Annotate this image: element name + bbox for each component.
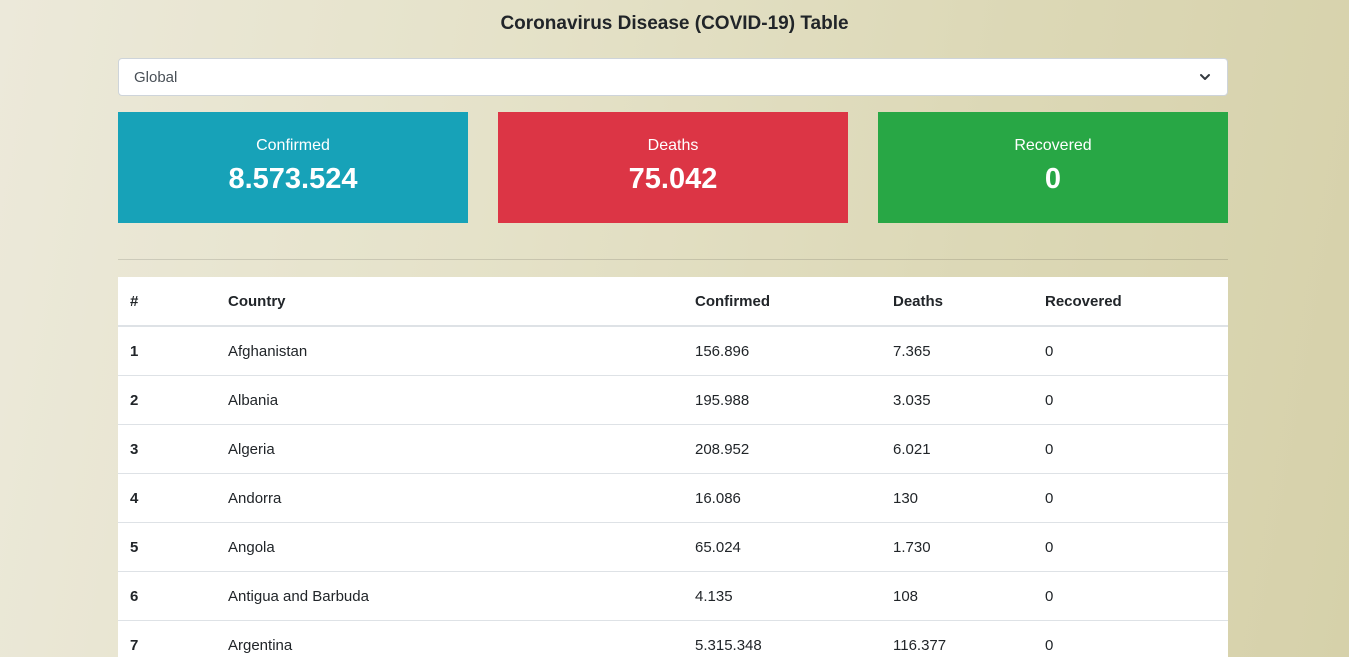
region-select[interactable]: Global — [118, 58, 1228, 96]
row-confirmed: 4.135 — [683, 571, 881, 621]
recovered-card: Recovered 0 — [878, 112, 1228, 223]
table-row: 7 Argentina 5.315.348 116.377 0 — [118, 620, 1228, 657]
header-country: Country — [216, 277, 683, 327]
row-deaths: 130 — [881, 473, 1033, 523]
table-row: 6 Antigua and Barbuda 4.135 108 0 — [118, 571, 1228, 621]
row-recovered: 0 — [1033, 473, 1228, 523]
row-confirmed: 208.952 — [683, 424, 881, 474]
row-index: 5 — [118, 522, 216, 572]
row-recovered: 0 — [1033, 424, 1228, 474]
row-index: 4 — [118, 473, 216, 523]
header-confirmed: Confirmed — [683, 277, 881, 327]
row-recovered: 0 — [1033, 325, 1228, 376]
row-country: Afghanistan — [216, 325, 683, 376]
deaths-card: Deaths 75.042 — [498, 112, 848, 223]
row-recovered: 0 — [1033, 620, 1228, 657]
row-recovered: 0 — [1033, 571, 1228, 621]
recovered-label: Recovered — [1014, 137, 1092, 154]
row-deaths: 3.035 — [881, 375, 1033, 425]
row-index: 6 — [118, 571, 216, 621]
header-recovered: Recovered — [1033, 277, 1228, 327]
row-index: 1 — [118, 325, 216, 376]
table-row: 4 Andorra 16.086 130 0 — [118, 473, 1228, 523]
row-deaths: 1.730 — [881, 522, 1033, 572]
row-confirmed: 65.024 — [683, 522, 881, 572]
header-deaths: Deaths — [881, 277, 1033, 327]
row-country: Argentina — [216, 620, 683, 657]
row-recovered: 0 — [1033, 522, 1228, 572]
row-confirmed: 156.896 — [683, 325, 881, 376]
row-country: Andorra — [216, 473, 683, 523]
divider — [118, 259, 1228, 260]
table-row: 2 Albania 195.988 3.035 0 — [118, 375, 1228, 425]
row-deaths: 7.365 — [881, 325, 1033, 376]
row-country: Albania — [216, 375, 683, 425]
summary-cards: Confirmed 8.573.524 Deaths 75.042 Recove… — [118, 112, 1228, 223]
recovered-value: 0 — [1044, 163, 1062, 195]
row-confirmed: 195.988 — [683, 375, 881, 425]
confirmed-card: Confirmed 8.573.524 — [118, 112, 468, 223]
row-deaths: 116.377 — [881, 620, 1033, 657]
row-confirmed: 16.086 — [683, 473, 881, 523]
row-index: 3 — [118, 424, 216, 474]
region-select-value: Global — [134, 68, 178, 86]
row-country: Angola — [216, 522, 683, 572]
table-row: 1 Afghanistan 156.896 7.365 0 — [118, 325, 1228, 376]
deaths-value: 75.042 — [628, 163, 718, 195]
row-deaths: 108 — [881, 571, 1033, 621]
row-index: 7 — [118, 620, 216, 657]
row-confirmed: 5.315.348 — [683, 620, 881, 657]
row-country: Algeria — [216, 424, 683, 474]
row-deaths: 6.021 — [881, 424, 1033, 474]
confirmed-value: 8.573.524 — [228, 163, 358, 195]
table-row: 5 Angola 65.024 1.730 0 — [118, 522, 1228, 572]
header-index: # — [118, 277, 216, 327]
row-recovered: 0 — [1033, 375, 1228, 425]
row-country: Antigua and Barbuda — [216, 571, 683, 621]
covid-table: # Country Confirmed Deaths Recovered 1 A… — [118, 277, 1228, 657]
table-header-row: # Country Confirmed Deaths Recovered — [118, 277, 1228, 327]
deaths-label: Deaths — [647, 137, 699, 154]
page-title: Coronavirus Disease (COVID-19) Table — [500, 13, 849, 34]
chevron-down-icon — [1198, 70, 1212, 84]
row-index: 2 — [118, 375, 216, 425]
confirmed-label: Confirmed — [256, 137, 330, 154]
table-row: 3 Algeria 208.952 6.021 0 — [118, 424, 1228, 474]
